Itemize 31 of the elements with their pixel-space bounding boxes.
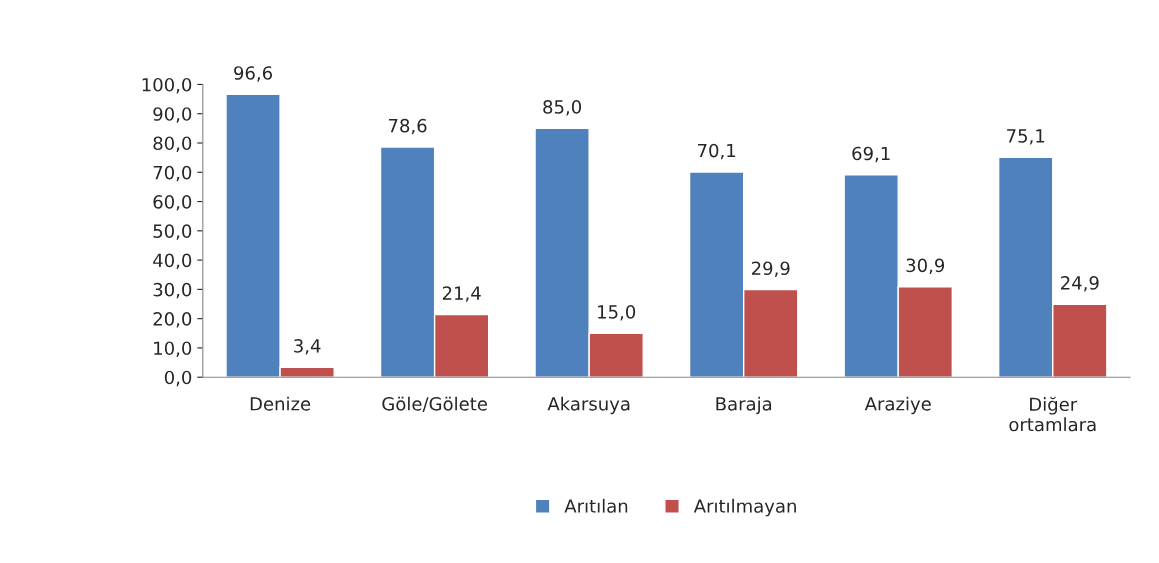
x-tick-label: Göle/Gölete	[382, 396, 487, 413]
y-tick-label: 10,0	[154, 341, 192, 357]
y-tick-label: 60,0	[153, 195, 192, 211]
x-tick-label: Baraja	[716, 396, 772, 415]
y-tick-label: 0,0	[164, 370, 192, 387]
x-tick-label: Akarsuya	[547, 396, 630, 415]
data-label: 75,1	[1007, 129, 1045, 145]
data-label: 21,4	[442, 286, 481, 302]
legend-label: Arıtılmayan	[693, 498, 796, 517]
y-tick-label: 20,0	[153, 312, 192, 328]
y-tick-label: 40,0	[153, 253, 192, 270]
data-label: 3,4	[294, 338, 321, 355]
y-tick-label: 80,0	[153, 136, 192, 152]
data-label: 24,9	[1061, 276, 1099, 292]
x-tick-label: Denize	[250, 396, 311, 411]
y-tick-label: 50,0	[153, 224, 192, 240]
data-label: 85,0	[543, 100, 582, 116]
data-label: 69,1	[852, 146, 890, 163]
data-label: 15,0	[598, 305, 636, 321]
data-label: 30,9	[906, 258, 945, 274]
data-label: 29,9	[751, 261, 790, 277]
y-tick-label: 70,0	[153, 165, 192, 182]
data-label: 70,1	[698, 143, 736, 160]
y-tick-label: 100,0	[142, 77, 192, 94]
legend-label: Arıtılan	[564, 498, 628, 513]
x-tick-label: Araziye	[864, 396, 931, 415]
y-tick-label: 30,0	[153, 282, 192, 299]
data-label: 78,6	[388, 118, 427, 135]
y-tick-label: 90,0	[153, 107, 192, 123]
data-label: 96,6	[234, 66, 273, 82]
x-tick-label: Diğer ortamlara	[1009, 396, 1096, 432]
